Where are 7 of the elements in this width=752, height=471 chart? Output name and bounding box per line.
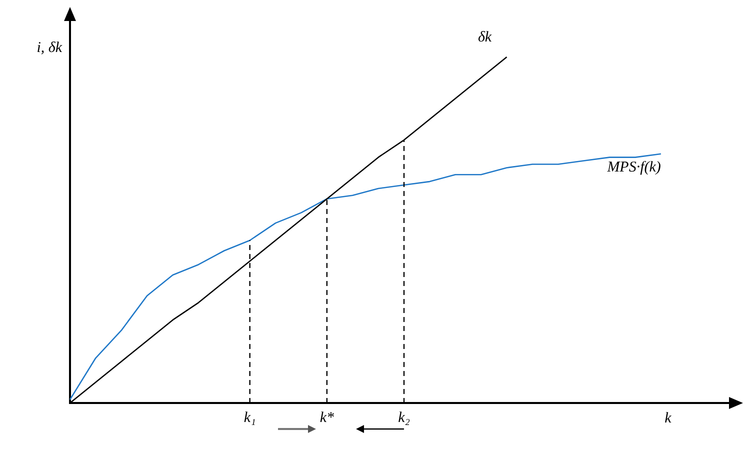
x-axis-title: k [664, 410, 672, 426]
x-tick-label: k₁ [244, 410, 256, 426]
series-label: MPS·f(k) [606, 159, 661, 176]
x-tick-label: k₂ [398, 410, 410, 426]
x-tick-label: k* [320, 410, 334, 426]
y-axis-title: i, δk [36, 40, 62, 56]
series-label: δk [478, 29, 492, 46]
